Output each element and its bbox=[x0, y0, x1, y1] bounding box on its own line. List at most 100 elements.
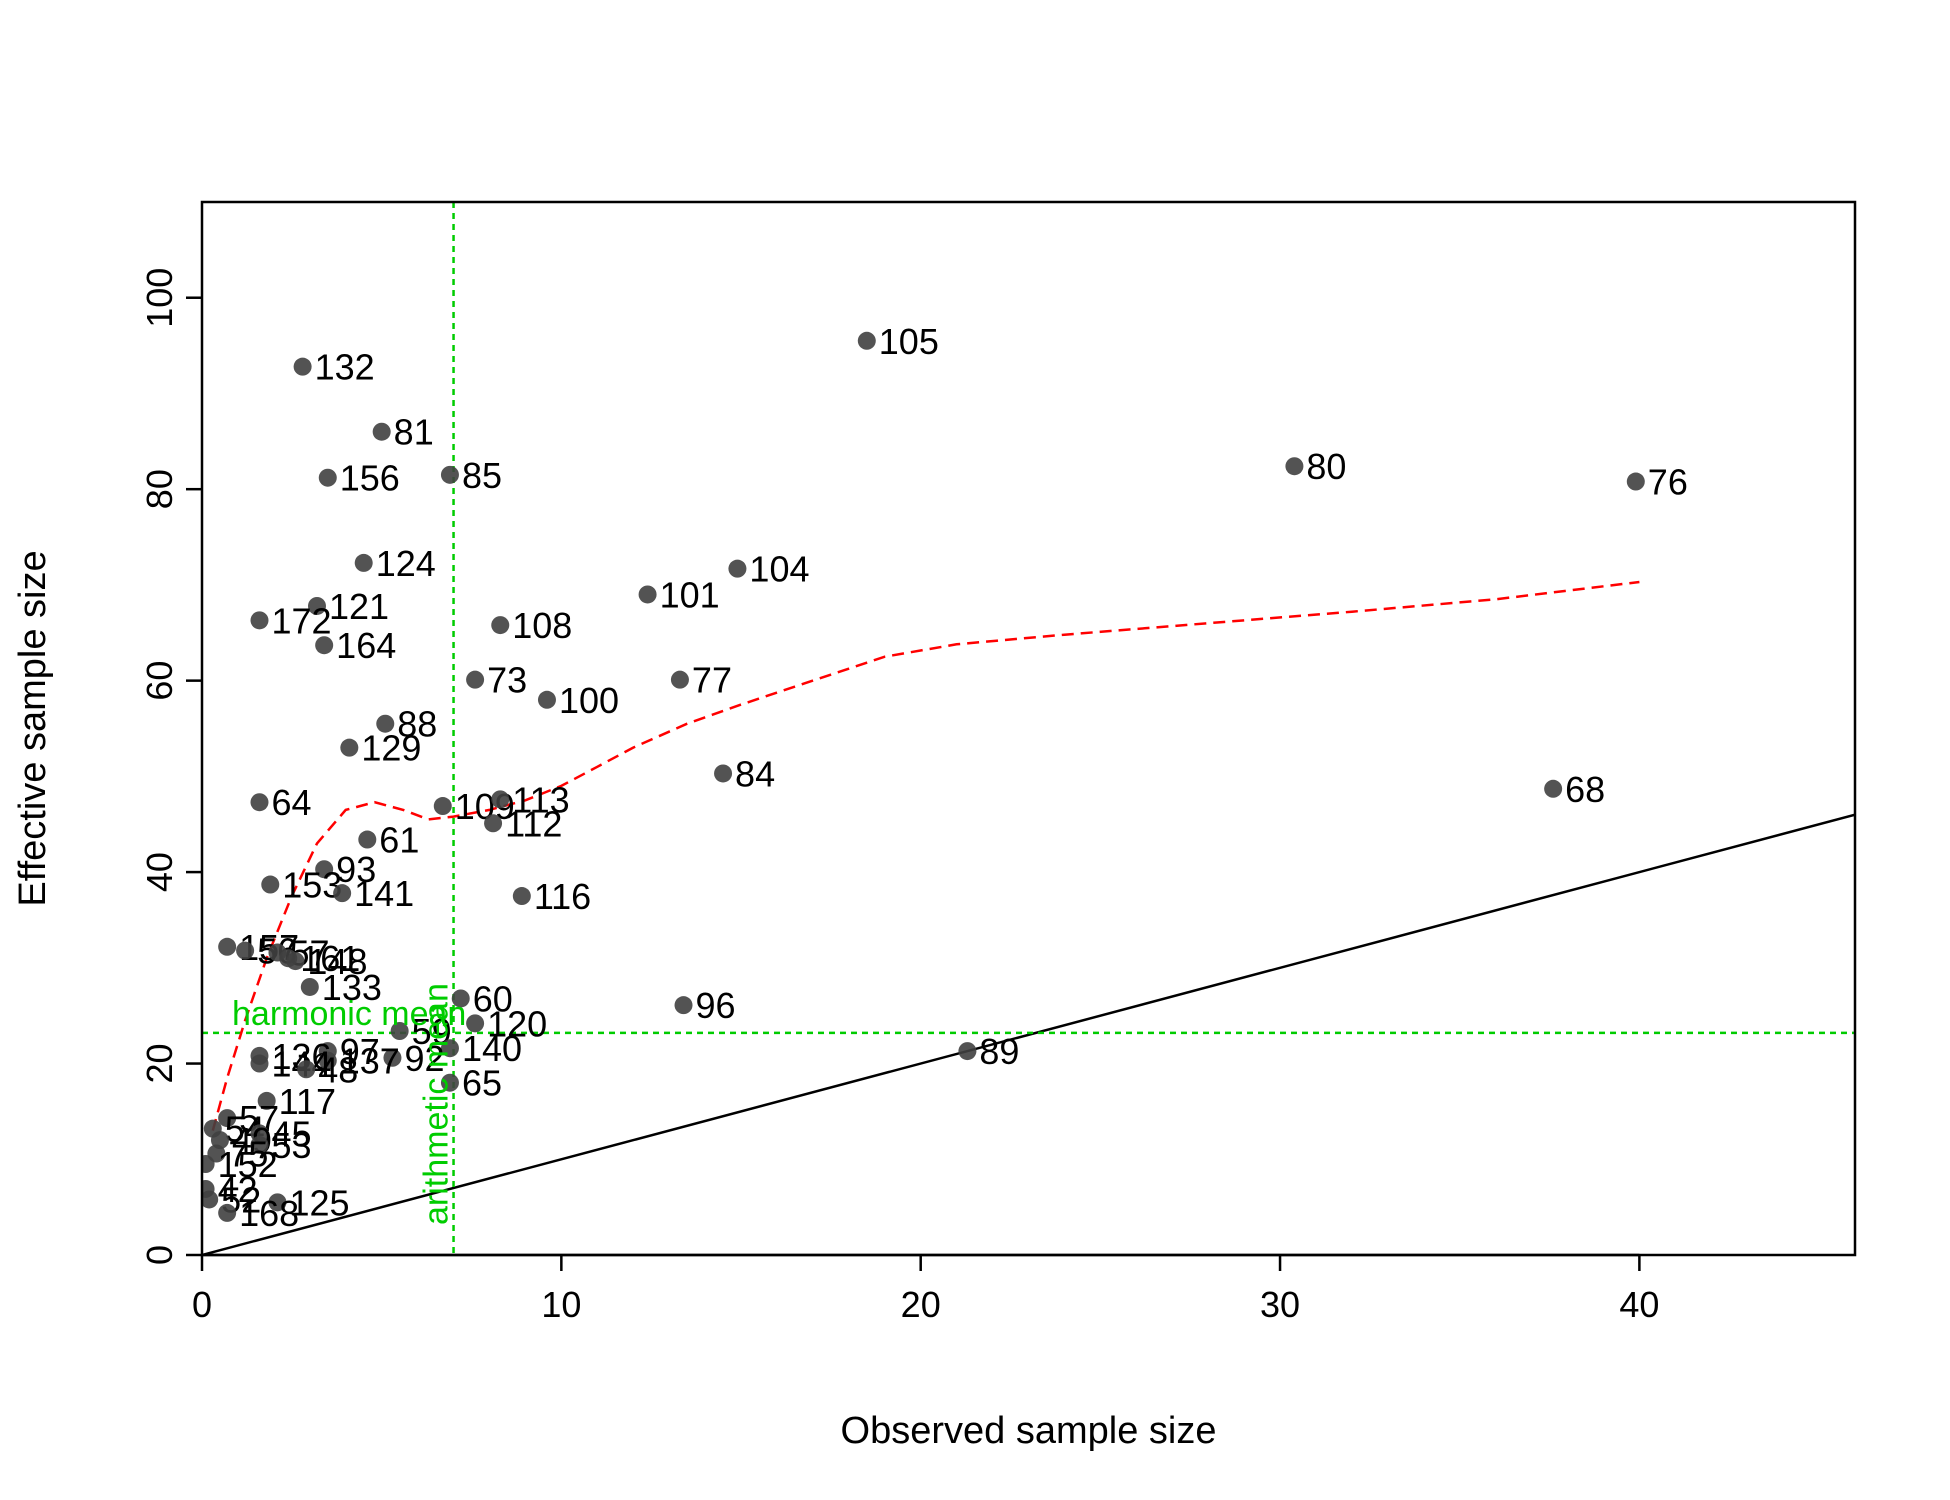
point-label: 172 bbox=[271, 600, 331, 641]
data-point bbox=[728, 559, 747, 578]
y-tick-label: 0 bbox=[139, 1245, 180, 1265]
point-label: 113 bbox=[512, 779, 569, 820]
point-label: 161 bbox=[300, 938, 360, 979]
point-label: 101 bbox=[660, 574, 720, 615]
identity-line bbox=[202, 813, 1855, 1255]
point-label: 81 bbox=[394, 412, 434, 453]
point-label: 76 bbox=[1648, 462, 1688, 503]
x-tick-label: 30 bbox=[1260, 1284, 1300, 1325]
point-label: 77 bbox=[692, 660, 732, 701]
point-label: 148 bbox=[307, 941, 367, 982]
point-label: 85 bbox=[462, 455, 502, 496]
data-point bbox=[491, 790, 510, 809]
point-label: 96 bbox=[696, 985, 736, 1026]
data-point bbox=[466, 1014, 485, 1033]
point-label: 75 bbox=[228, 1134, 268, 1175]
data-point bbox=[512, 887, 531, 906]
data-point bbox=[218, 937, 237, 956]
point-label: 116 bbox=[534, 876, 591, 917]
data-point bbox=[372, 422, 391, 441]
smooth-line bbox=[211, 580, 1640, 1131]
point-label: 89 bbox=[979, 1031, 1019, 1072]
point-label: 152 bbox=[218, 1144, 278, 1185]
point-label: 117 bbox=[279, 1081, 336, 1122]
data-point bbox=[250, 1054, 269, 1073]
data-point bbox=[390, 1021, 409, 1040]
data-point bbox=[358, 830, 377, 849]
y-axis-title: Effective sample size bbox=[12, 550, 54, 906]
data-point bbox=[714, 764, 733, 783]
data-point bbox=[1544, 779, 1563, 798]
point-label: 45 bbox=[271, 1113, 311, 1154]
x-axis-title: Observed sample size bbox=[841, 1410, 1217, 1452]
point-label: 132 bbox=[315, 347, 375, 388]
data-point bbox=[440, 1073, 459, 1092]
data-point bbox=[958, 1042, 977, 1061]
x-tick-label: 40 bbox=[1619, 1284, 1659, 1325]
point-label: 80 bbox=[1306, 446, 1346, 487]
point-label: 168 bbox=[239, 1193, 299, 1234]
data-point bbox=[433, 797, 452, 816]
point-label: 108 bbox=[512, 605, 572, 646]
data-point bbox=[202, 1190, 219, 1209]
point-label: 61 bbox=[379, 820, 419, 861]
point-label: 53 bbox=[271, 1125, 311, 1166]
data-point bbox=[318, 468, 337, 487]
data-point bbox=[340, 738, 359, 757]
data-point bbox=[257, 1091, 276, 1110]
point-label: 141 bbox=[354, 873, 414, 914]
point-label: 60 bbox=[473, 978, 513, 1019]
point-label: 137 bbox=[340, 1041, 400, 1082]
point-label: 156 bbox=[340, 458, 400, 499]
data-point bbox=[300, 977, 319, 996]
data-point bbox=[250, 793, 269, 812]
data-point bbox=[293, 357, 312, 376]
point-label: 92 bbox=[404, 1038, 444, 1079]
point-label: 133 bbox=[322, 967, 382, 1008]
point-label: 125 bbox=[289, 1182, 349, 1223]
point-label: 129 bbox=[361, 728, 421, 769]
data-point bbox=[286, 952, 305, 971]
point-label: 164 bbox=[336, 625, 396, 666]
data-point bbox=[466, 670, 485, 689]
data-point bbox=[1285, 457, 1304, 476]
point-label: 65 bbox=[462, 1063, 502, 1104]
point-label: 64 bbox=[271, 782, 311, 823]
data-point bbox=[315, 636, 334, 655]
data-point bbox=[484, 814, 503, 833]
data-point bbox=[383, 1048, 402, 1067]
data-point bbox=[202, 1155, 215, 1174]
plot-area: 105 132 81 156 85 80 76 124 104 121 101 172 108 164 73… bbox=[202, 202, 1855, 1255]
data-point bbox=[440, 1039, 459, 1058]
point-label: 120 bbox=[487, 1003, 547, 1044]
data-point bbox=[354, 553, 373, 572]
point-label: 68 bbox=[1565, 769, 1605, 810]
point-label: 112 bbox=[505, 803, 562, 844]
data-point bbox=[218, 1203, 237, 1222]
data-point bbox=[250, 611, 269, 630]
point-label: 88 bbox=[397, 704, 437, 745]
point-label: 153 bbox=[282, 865, 342, 906]
y-tick-label: 60 bbox=[139, 661, 180, 701]
data-point bbox=[268, 1193, 287, 1212]
point-label: 105 bbox=[879, 321, 939, 362]
y-tick-label: 20 bbox=[139, 1044, 180, 1084]
data-point bbox=[674, 996, 693, 1015]
point-label: 42 bbox=[218, 1169, 258, 1210]
data-point bbox=[315, 860, 334, 879]
data-point bbox=[670, 670, 689, 689]
point-label: 93 bbox=[336, 849, 376, 890]
data-point bbox=[451, 989, 470, 1008]
point-label: 84 bbox=[735, 753, 775, 794]
point-label: 97 bbox=[340, 1031, 380, 1072]
point-label: 140 bbox=[462, 1028, 522, 1069]
harmonic-mean-label: harmonic mean bbox=[232, 995, 466, 1033]
x-tick-label: 0 bbox=[192, 1284, 212, 1325]
point-label: 48 bbox=[318, 1049, 358, 1090]
point-label: 73 bbox=[487, 660, 527, 701]
data-point bbox=[440, 465, 459, 484]
data-point bbox=[307, 596, 326, 615]
x-tick-label: 10 bbox=[541, 1284, 581, 1325]
